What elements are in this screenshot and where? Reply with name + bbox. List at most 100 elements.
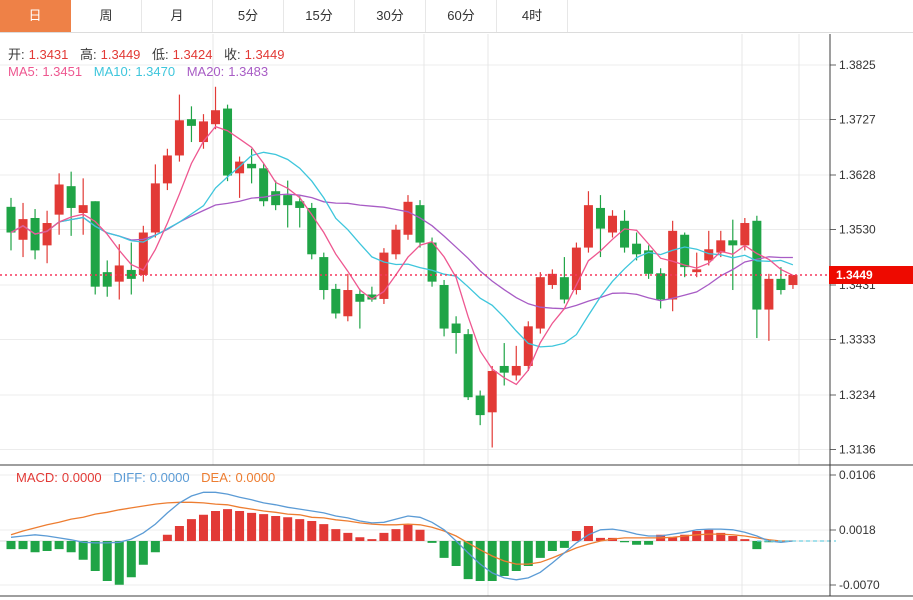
price-axis-tick-label: 1.3333: [839, 333, 876, 347]
candle-body: [608, 215, 617, 233]
candle-body: [620, 220, 630, 248]
macd-histogram-bar: [668, 537, 678, 541]
candle-body: [523, 326, 533, 366]
open-value: 1.3431: [28, 47, 69, 62]
macd-histogram-bar: [451, 541, 461, 566]
candle-body: [547, 273, 557, 285]
candle-body: [211, 110, 221, 125]
macd-histogram-bar: [740, 539, 750, 541]
candle-body: [247, 163, 257, 169]
ma5-label: MA5:: [8, 64, 39, 79]
low-value: 1.3424: [172, 47, 213, 62]
tab-60min[interactable]: 60分: [426, 0, 497, 32]
candle-body: [18, 219, 28, 240]
tab-4hour[interactable]: 4时: [497, 0, 568, 32]
macd-histogram-bar: [632, 541, 642, 545]
macd-histogram-bar: [499, 541, 509, 576]
macd-histogram-bar: [391, 529, 401, 541]
candle-body: [403, 201, 413, 235]
candle-body: [78, 205, 88, 213]
ma10-line: [10, 151, 794, 348]
candle-body: [559, 277, 569, 300]
macd-histogram-bar: [247, 512, 257, 541]
candle-body: [511, 365, 521, 376]
ma20-label: MA20:: [186, 64, 225, 79]
current-price-badge: 1.3449: [829, 266, 913, 284]
macd-histogram-bar: [162, 534, 172, 541]
price-axis-tick-label: 1.3136: [839, 443, 876, 457]
candle-body: [595, 207, 605, 229]
candle-body: [704, 249, 714, 261]
close-value: 1.3449: [244, 47, 285, 62]
tab-30min[interactable]: 30分: [355, 0, 426, 32]
ma20-line: [10, 193, 793, 310]
candle-body: [259, 168, 269, 202]
candle-body: [66, 186, 76, 208]
candle-body: [295, 201, 305, 208]
macd-histogram-bar: [535, 541, 545, 558]
ma-readout: MA5: 1.3451 MA10: 1.3470 MA20: 1.3483: [8, 64, 276, 79]
macd-axis-tick-label: 0.0018: [839, 523, 876, 537]
macd-histogram-bar: [728, 536, 738, 541]
candle-body: [42, 223, 52, 246]
macd-histogram-bar: [42, 541, 52, 551]
tab-15min[interactable]: 15分: [284, 0, 355, 32]
candle-body: [6, 206, 16, 233]
ohlc-readout: 开: 1.3431 高: 1.3449 低: 1.3424 收: 1.3449: [8, 44, 292, 63]
macd-histogram-bar: [150, 541, 160, 553]
candle-body: [379, 252, 389, 299]
candle-body: [463, 334, 473, 398]
macd-histogram-bar: [475, 541, 485, 581]
candle-body: [776, 278, 786, 291]
macd-histogram-bar: [271, 516, 281, 541]
macd-histogram-bar: [54, 541, 64, 550]
candle-body: [692, 269, 702, 273]
candle-body: [740, 223, 750, 246]
tab-5min[interactable]: 5分: [213, 0, 284, 32]
candle-body: [355, 293, 365, 302]
candle-body: [680, 234, 690, 268]
macd-histogram-bar: [379, 532, 389, 541]
ma10-value: 1.3470: [135, 64, 176, 79]
macd-axis-tick-label: 0.0106: [839, 468, 876, 482]
macd-histogram-bar: [620, 541, 630, 543]
macd-histogram-bar: [343, 532, 353, 541]
candle-body: [150, 183, 160, 233]
macd-histogram-bar: [126, 541, 136, 578]
tab-day[interactable]: 日: [0, 0, 71, 32]
candle-body: [427, 242, 437, 282]
candle-body: [186, 119, 196, 126]
tab-month[interactable]: 月: [142, 0, 213, 32]
candle-body: [114, 265, 124, 282]
macd-histogram-bar: [66, 541, 76, 553]
ma20-value: 1.3483: [228, 64, 269, 79]
diff-label: DIFF:: [113, 470, 146, 485]
tab-week[interactable]: 周: [71, 0, 142, 32]
macd-histogram-bar: [78, 541, 88, 560]
macd-histogram-bar: [752, 541, 762, 550]
macd-histogram-bar: [680, 534, 690, 541]
candle-body: [198, 121, 208, 143]
macd-histogram-bar: [319, 524, 329, 541]
close-label: 收:: [224, 47, 241, 62]
dea-label: DEA:: [201, 470, 232, 485]
macd-histogram-bar: [559, 541, 569, 548]
candle-body: [235, 161, 245, 174]
candle-body: [343, 290, 353, 317]
macd-histogram-bar: [355, 537, 365, 541]
macd-histogram-bar: [259, 514, 269, 541]
macd-histogram-bar: [704, 529, 714, 541]
macd-histogram-bar: [716, 532, 726, 541]
macd-histogram-bar: [223, 509, 233, 541]
macd-histogram-bar: [30, 541, 40, 553]
macd-value: 0.0000: [61, 470, 102, 485]
macd-histogram-bar: [595, 537, 605, 541]
candle-body: [331, 288, 341, 314]
candle-body: [475, 395, 485, 416]
macd-histogram-bar: [174, 526, 184, 541]
candle-body: [656, 273, 666, 300]
candle-body: [788, 274, 798, 285]
macd-histogram-bar: [583, 526, 593, 541]
price-axis-tick-label: 1.3234: [839, 388, 876, 402]
